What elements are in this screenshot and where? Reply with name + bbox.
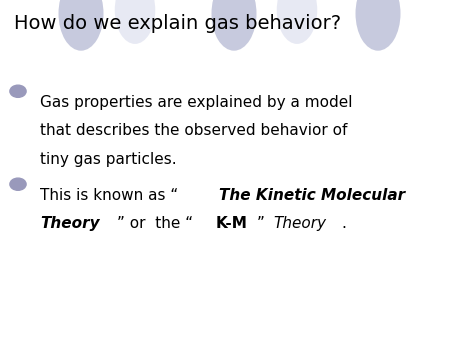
Text: Theory: Theory <box>273 216 326 231</box>
Text: .: . <box>342 216 346 231</box>
Text: tiny gas particles.: tiny gas particles. <box>40 152 177 167</box>
Text: K-M: K-M <box>216 216 248 231</box>
Text: How do we explain gas behavior?: How do we explain gas behavior? <box>14 14 341 32</box>
Text: ” or  the “: ” or the “ <box>117 216 194 231</box>
Text: that describes the observed behavior of: that describes the observed behavior of <box>40 123 348 138</box>
Text: Theory: Theory <box>40 216 100 231</box>
Ellipse shape <box>356 0 400 51</box>
Ellipse shape <box>212 0 256 51</box>
Text: Gas properties are explained by a model: Gas properties are explained by a model <box>40 95 353 110</box>
Ellipse shape <box>277 0 317 44</box>
Ellipse shape <box>115 0 155 44</box>
Circle shape <box>10 178 26 190</box>
Text: The Kinetic Molecular: The Kinetic Molecular <box>219 188 405 202</box>
Text: This is known as “: This is known as “ <box>40 188 179 202</box>
Ellipse shape <box>58 0 104 51</box>
Circle shape <box>10 85 26 97</box>
Text: ”: ” <box>257 216 270 231</box>
